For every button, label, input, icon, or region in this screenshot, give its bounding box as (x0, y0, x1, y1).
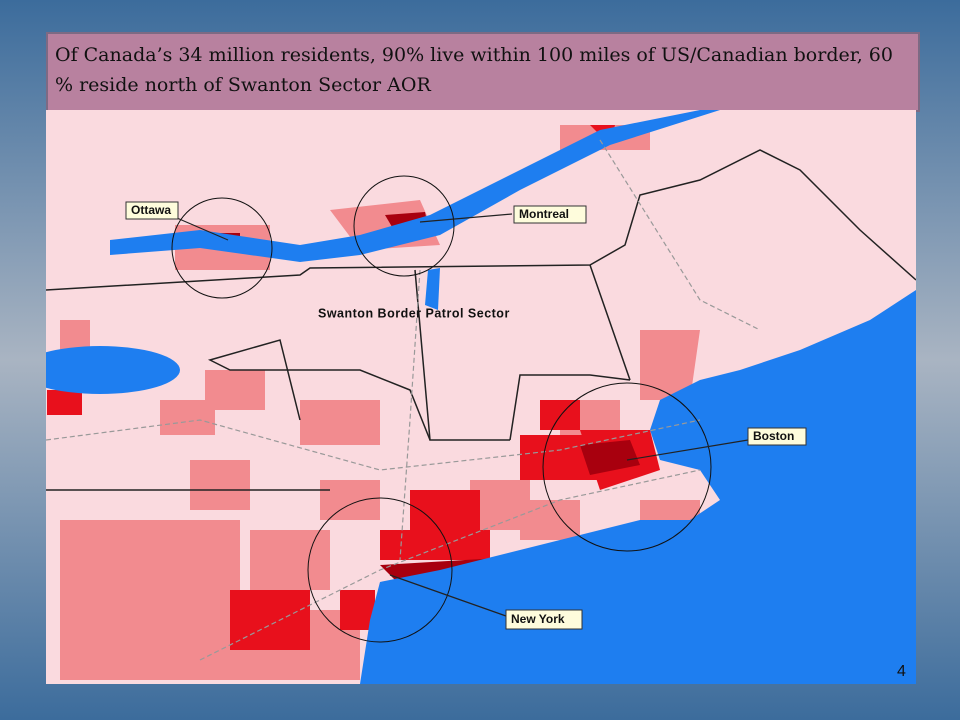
roads (46, 139, 761, 661)
label-boxes (125, 201, 807, 630)
borders (46, 149, 916, 491)
map: Ottawa Montreal Boston New York Swanton … (46, 110, 916, 684)
city-label: Montreal (519, 207, 569, 221)
city-label: New York (511, 612, 565, 626)
dense-areas (47, 125, 660, 650)
leader-lines (169, 213, 749, 617)
city-label: Ottawa (131, 203, 171, 217)
page-number: 4 (897, 663, 906, 680)
range-circles (171, 175, 712, 643)
title: Of Canada’s 34 million residents, 90% li… (46, 32, 920, 112)
sector-label: Swanton Border Patrol Sector (318, 306, 510, 320)
population-areas (60, 125, 700, 680)
city-label: Boston (753, 429, 794, 443)
water (46, 110, 916, 684)
